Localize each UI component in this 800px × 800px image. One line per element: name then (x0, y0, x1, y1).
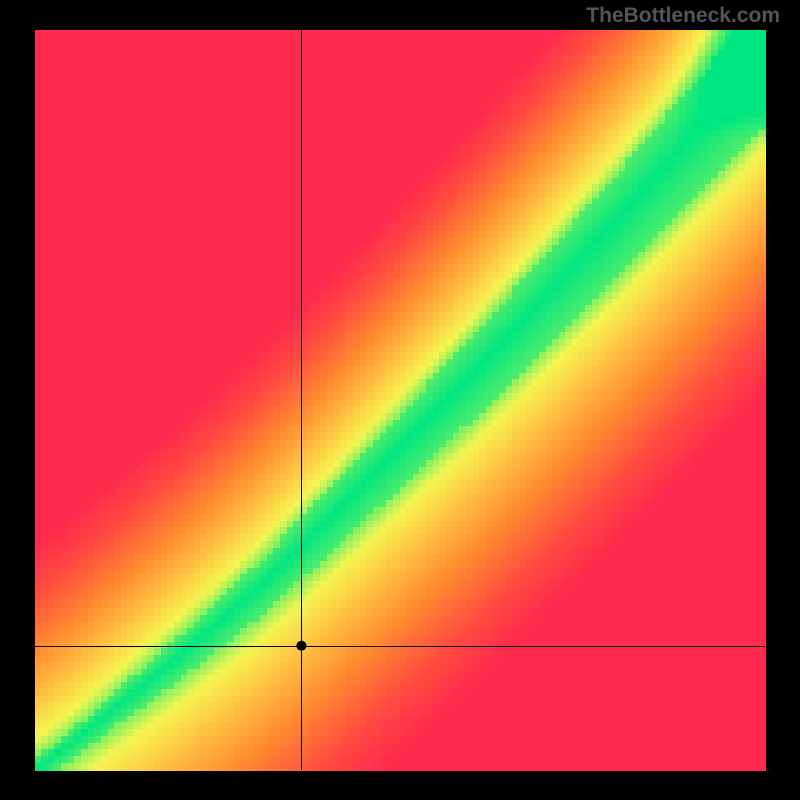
watermark-text: TheBottleneck.com (586, 4, 780, 28)
bottleneck-heatmap (0, 0, 800, 800)
chart-container: TheBottleneck.com (0, 0, 800, 800)
